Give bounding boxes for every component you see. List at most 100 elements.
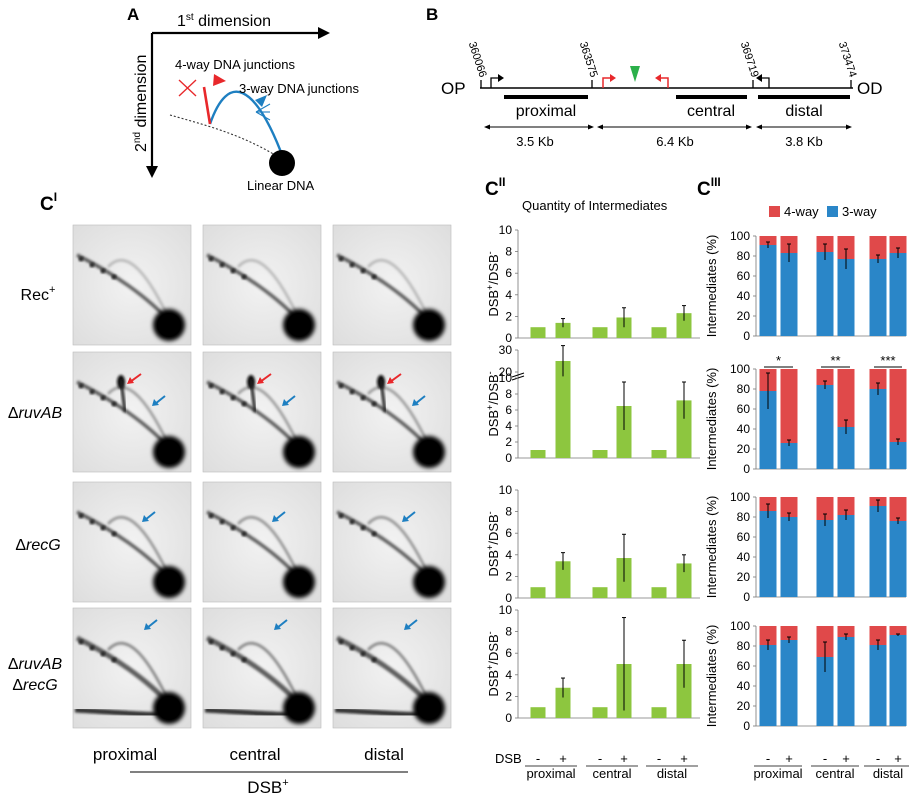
c2-ytick-label: 8: [505, 505, 512, 519]
label-4way-junctions: 4-way DNA junctions: [175, 57, 295, 72]
blot-spot: [371, 401, 377, 407]
c2-xtick: -: [598, 751, 602, 766]
blot-linear-core: [157, 440, 181, 464]
promoter-arrow-icon: [490, 77, 500, 88]
blot-spot: [89, 389, 95, 395]
c3-bar-3way: [869, 645, 887, 726]
red-arrowhead-left-icon: [655, 74, 661, 82]
c2-ytick-label: 10: [499, 223, 513, 237]
c2-group-label: central: [592, 766, 631, 781]
c3-ytick-label: 60: [737, 269, 751, 283]
panel-a: A 1st dimension 2nd dimension 4-way DNA …: [127, 5, 359, 193]
linear-dna-spot: [269, 150, 295, 176]
blot-spot: [89, 519, 95, 525]
blot-spot: [371, 657, 377, 663]
blue-arrow-icon: [152, 395, 166, 406]
c2-bar: [676, 563, 692, 598]
c2-chart-3: DSB+/DSB- 0 2 4 6 8 10: [485, 483, 700, 605]
c2-bar: [651, 707, 667, 718]
blot-x-spike: [249, 379, 257, 413]
blot-spot: [371, 274, 377, 280]
blot-spot: [78, 383, 84, 389]
panel-c2-letter: CII: [485, 175, 505, 200]
red-arrowhead-right-icon: [610, 74, 616, 82]
row-label-rec: Rec+: [21, 284, 56, 304]
c3-bar-3way: [869, 506, 887, 597]
blot-spot: [349, 645, 355, 651]
blot-linear-core: [287, 696, 311, 720]
blot-x-spike: [119, 379, 127, 413]
red-arrow-icon: [387, 373, 402, 384]
c3-bar-4way: [889, 626, 907, 635]
c2-bar: [676, 664, 692, 718]
c3-bar-3way: [869, 259, 887, 336]
c3-bar-3way: [837, 259, 855, 336]
region-label-proximal: proximal: [516, 103, 576, 120]
c2-ytick-label: 8: [505, 625, 512, 639]
dsb-site-triangle-icon: [630, 66, 640, 82]
red-promoter-right-icon: [602, 77, 612, 88]
blot-1-central: [202, 351, 322, 473]
c3-ytick-label: 80: [737, 510, 751, 524]
blot-linear-core: [157, 313, 181, 337]
c2-bar: [592, 327, 608, 338]
panel-a-letter: A: [127, 5, 139, 24]
blot-spot: [241, 401, 247, 407]
c2-ytick-label: 10: [499, 483, 513, 497]
blue-arrow-icon: [412, 395, 426, 406]
blot-spot: [360, 268, 366, 274]
red-arrow-icon: [257, 373, 272, 384]
blot-spot: [219, 262, 225, 268]
c2-bar: [651, 327, 667, 338]
blot-spot: [241, 531, 247, 537]
c2-xtick: +: [680, 751, 688, 766]
c3-bar-3way: [837, 515, 855, 597]
blot-grid: [72, 224, 452, 729]
c3-bar-3way: [889, 442, 907, 469]
arrow-right-icon: [318, 27, 330, 39]
c2-ytick-label: 0: [505, 451, 512, 465]
c2-bar: [592, 707, 608, 718]
blot-spot: [360, 395, 366, 401]
blot-spot: [100, 395, 106, 401]
c2-bar: [651, 450, 667, 458]
c3-chart-3: Intermediates (%) 0 20 40 60 80 100: [704, 490, 907, 604]
c3-bar-3way: [889, 253, 907, 336]
blot-linear-core: [417, 696, 441, 720]
blue-arrowhead-icon: [255, 95, 267, 107]
blue-arrow-icon: [272, 511, 286, 522]
blue-arrow-icon: [142, 511, 156, 522]
panel-c1-letter: CI: [40, 190, 57, 215]
blot-3-central: [202, 607, 322, 729]
c2-ytick-label: 4: [505, 288, 512, 302]
blot-1-distal: [332, 351, 452, 473]
blot-linear-core: [417, 313, 441, 337]
c3-group-label: proximal: [753, 766, 802, 781]
blot-spot: [360, 525, 366, 531]
panel-c3-letter: CIII: [697, 175, 721, 200]
label-op: OP: [441, 79, 466, 98]
c2-ylabel: DSB+/DSB-: [485, 631, 501, 696]
region-label-central: central: [687, 103, 735, 120]
size-central: 6.4 Kb: [656, 134, 694, 149]
c3-chart-4: Intermediates (%) 0 20 40 60 80 100: [704, 619, 907, 733]
blot-linear-core: [417, 570, 441, 594]
blot-spot: [78, 256, 84, 262]
size-proximal: 3.5 Kb: [516, 134, 554, 149]
blue-arrow-icon: [402, 511, 416, 522]
c3-ylabel: Intermediates (%): [704, 235, 719, 338]
c3-bar-3way: [816, 385, 834, 469]
c2-chart-1: DSB+/DSB- 0 2 4 6 8 10: [485, 223, 700, 345]
c3-bar-3way: [837, 637, 855, 726]
c3-bar-3way: [780, 640, 798, 726]
c3-bar-3way: [780, 443, 798, 469]
c3-xtick: +: [842, 751, 850, 766]
c3-ytick-label: 60: [737, 530, 751, 544]
c3-ytick-label: 40: [737, 550, 751, 564]
c2-ytick-label: 0: [505, 591, 512, 605]
c3-ytick-label: 80: [737, 382, 751, 396]
c2-ytick-label: 8: [505, 245, 512, 259]
c3-bar-3way: [816, 520, 834, 597]
c2-ytick-label: 6: [505, 526, 512, 540]
